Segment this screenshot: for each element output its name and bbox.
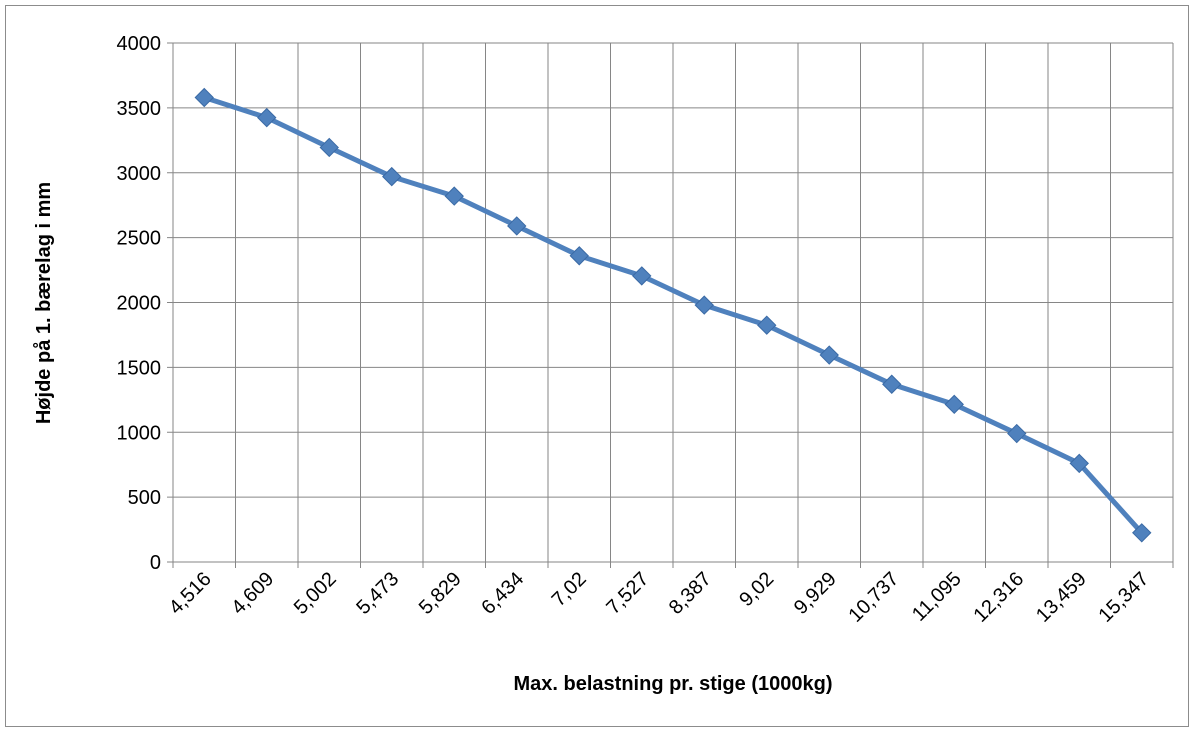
- x-axis-title: Max. belastning pr. stige (1000kg): [514, 673, 833, 695]
- data-point-marker: [632, 266, 652, 286]
- x-tick-label: 12,316: [969, 568, 1028, 627]
- y-axis-ticks: 0 500 1000 1500 2000 2500 3000 3500 4000: [117, 33, 162, 574]
- grid: [173, 42, 1174, 562]
- data-point-marker: [882, 374, 902, 394]
- axes: [167, 42, 1174, 568]
- data-point-marker: [194, 87, 214, 108]
- x-tick-label: 5,829: [415, 568, 466, 619]
- chart-frame: [5, 5, 1189, 727]
- data-point-marker: [507, 216, 527, 236]
- x-tick-label: 6,434: [477, 568, 528, 619]
- y-tick-label: 500: [128, 487, 161, 509]
- data-point-marker: [382, 166, 402, 187]
- x-tick-label: 8,387: [665, 568, 716, 619]
- data-point-marker: [944, 394, 964, 415]
- x-axis-ticks: 4,516 4,609 5,002 5,473 5,829 6,434 7,02 7,527 8…: [165, 568, 1153, 627]
- y-tick-label: 4000: [117, 33, 162, 55]
- x-tick-label: 5,473: [352, 568, 403, 619]
- x-tick-label: 5,002: [290, 568, 341, 619]
- data-point-marker: [444, 186, 464, 206]
- y-tick-label: 3000: [117, 163, 162, 185]
- x-tick-label: 10,737: [844, 568, 903, 627]
- y-tick-label: 3500: [117, 98, 162, 120]
- y-tick-label: 0: [150, 552, 161, 574]
- y-tick-label: 2000: [117, 293, 162, 315]
- data-point-marker: [1069, 453, 1089, 474]
- y-tick-label: 1500: [117, 357, 162, 379]
- x-tick-label: 7,02: [548, 568, 591, 611]
- data-point-marker: [1132, 523, 1152, 543]
- data-point-marker: [257, 107, 277, 128]
- y-axis-title: Højde på 1. bærelag i mm: [32, 182, 55, 424]
- data-point-marker: [1007, 423, 1027, 444]
- data-point-marker: [757, 315, 777, 335]
- y-tick-label: 1000: [117, 422, 162, 444]
- series-line: [201, 94, 1145, 536]
- x-tick-label: 7,527: [602, 568, 653, 619]
- x-tick-label: 13,459: [1032, 568, 1091, 627]
- data-point-marker: [569, 246, 589, 266]
- x-tick-label: 9,02: [735, 568, 778, 611]
- data-point-marker: [819, 345, 839, 365]
- data-point-marker: [319, 137, 339, 158]
- data-point-marker: [694, 295, 714, 315]
- y-tick-label: 2500: [117, 228, 162, 250]
- series: [194, 87, 1152, 543]
- x-tick-label: 11,095: [908, 568, 966, 626]
- x-tick-label: 15,347: [1094, 568, 1153, 627]
- x-tick-label: 4,609: [227, 568, 278, 619]
- x-tick-label: 9,929: [790, 568, 841, 619]
- x-tick-label: 4,516: [165, 568, 216, 619]
